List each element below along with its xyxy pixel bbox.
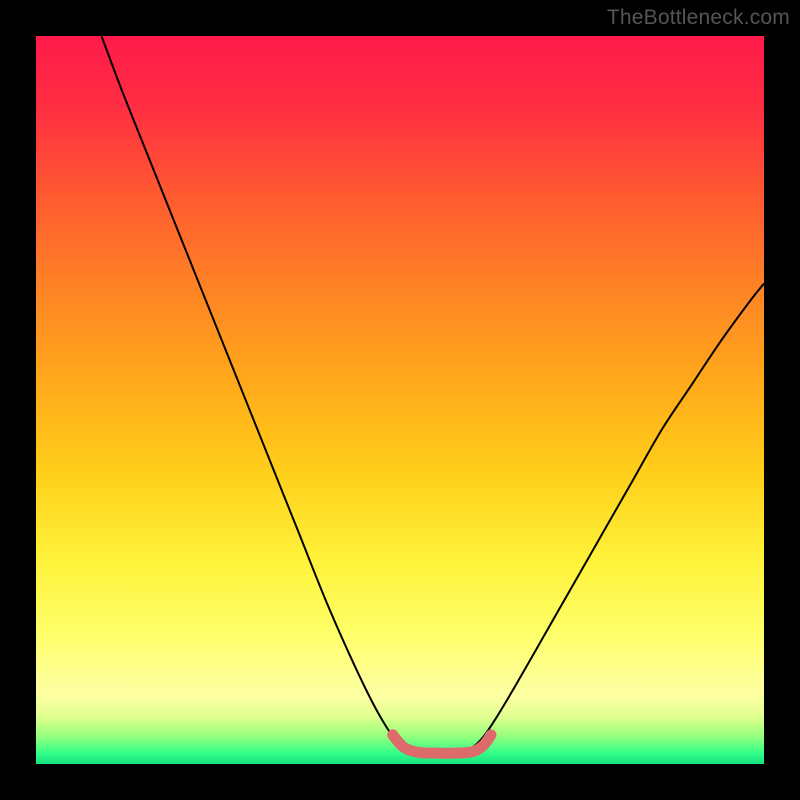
watermark-text: TheBottleneck.com: [607, 6, 790, 30]
chart-root: TheBottleneck.com: [0, 0, 800, 800]
bottleneck-curve-chart: [0, 0, 800, 800]
plot-background: [36, 36, 764, 764]
